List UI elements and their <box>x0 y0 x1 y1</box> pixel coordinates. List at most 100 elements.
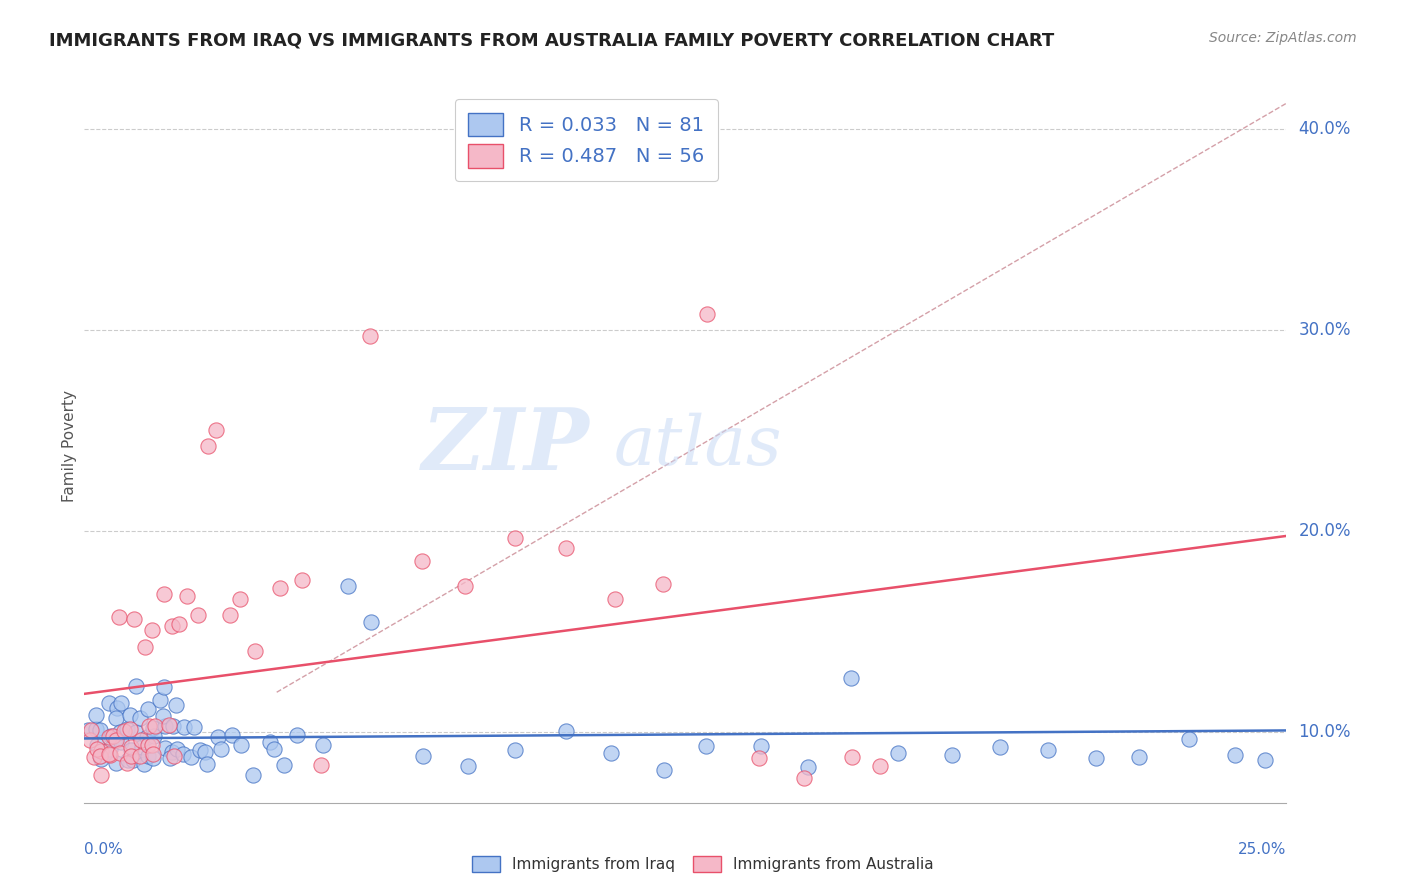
Point <box>104 756 127 770</box>
Point <box>118 722 141 736</box>
Point <box>176 589 198 603</box>
Point <box>149 693 172 707</box>
Point <box>124 612 146 626</box>
Point <box>84 723 107 737</box>
Point <box>988 739 1011 754</box>
Point <box>110 697 132 711</box>
Point <box>229 591 252 606</box>
Point <box>603 591 626 606</box>
Text: 0.0%: 0.0% <box>84 842 124 857</box>
Point <box>134 757 156 772</box>
Point <box>285 728 308 742</box>
Text: 20.0%: 20.0% <box>1299 523 1351 541</box>
Point <box>259 735 281 749</box>
Point <box>141 721 163 735</box>
Y-axis label: Family Poverty: Family Poverty <box>62 390 77 502</box>
Point <box>242 768 264 782</box>
Point <box>142 750 165 764</box>
Point <box>80 723 103 737</box>
Point <box>505 743 527 757</box>
Point <box>98 742 121 756</box>
Point <box>120 749 142 764</box>
Point <box>129 748 152 763</box>
Point <box>131 739 153 754</box>
Point <box>105 701 128 715</box>
Point <box>90 752 112 766</box>
Legend: R = 0.033   N = 81, R = 0.487   N = 56: R = 0.033 N = 81, R = 0.487 N = 56 <box>454 99 717 181</box>
Point <box>273 757 295 772</box>
Point <box>1085 751 1108 765</box>
Point <box>188 743 211 757</box>
Point <box>696 307 718 321</box>
Point <box>162 719 184 733</box>
Point <box>411 554 433 568</box>
Point <box>554 723 576 738</box>
Point <box>503 531 526 545</box>
Point <box>205 423 228 437</box>
Point <box>359 329 381 343</box>
Point <box>142 747 165 761</box>
Point <box>117 753 139 767</box>
Point <box>221 728 243 742</box>
Point <box>1036 743 1059 757</box>
Point <box>138 719 160 733</box>
Point <box>141 738 163 752</box>
Point <box>290 573 312 587</box>
Point <box>83 750 105 764</box>
Text: 30.0%: 30.0% <box>1299 321 1351 340</box>
Text: ZIP: ZIP <box>422 404 589 488</box>
Point <box>412 748 434 763</box>
Point <box>104 731 127 746</box>
Point <box>89 748 111 763</box>
Point <box>457 759 479 773</box>
Point <box>360 615 382 629</box>
Point <box>129 733 152 747</box>
Text: atlas: atlas <box>613 413 782 479</box>
Point <box>124 725 146 739</box>
Point <box>207 730 229 744</box>
Point <box>112 724 135 739</box>
Point <box>162 745 184 759</box>
Point <box>194 745 217 759</box>
Point <box>651 577 673 591</box>
Point <box>152 681 174 695</box>
Point <box>153 719 176 733</box>
Point <box>173 720 195 734</box>
Point <box>165 698 187 713</box>
Point <box>160 619 183 633</box>
Point <box>1225 747 1247 762</box>
Point <box>309 757 332 772</box>
Point <box>136 730 159 744</box>
Point <box>141 623 163 637</box>
Point <box>157 718 180 732</box>
Point <box>98 696 121 710</box>
Point <box>79 733 101 747</box>
Point <box>136 748 159 763</box>
Point <box>841 671 863 685</box>
Text: 25.0%: 25.0% <box>1239 842 1286 857</box>
Point <box>142 729 165 743</box>
Point <box>796 760 818 774</box>
Point <box>115 722 138 736</box>
Point <box>269 581 291 595</box>
Point <box>454 579 477 593</box>
Point <box>336 579 359 593</box>
Point <box>104 733 127 747</box>
Point <box>749 739 772 753</box>
Point <box>1128 749 1150 764</box>
Text: 10.0%: 10.0% <box>1299 723 1351 741</box>
Point <box>120 740 142 755</box>
Point <box>554 541 576 556</box>
Point <box>118 708 141 723</box>
Point <box>159 750 181 764</box>
Point <box>941 747 963 762</box>
Point <box>104 711 127 725</box>
Point <box>77 723 100 738</box>
Point <box>108 610 131 624</box>
Point <box>695 739 717 753</box>
Point <box>1254 754 1277 768</box>
Point <box>218 607 240 622</box>
Point <box>152 709 174 723</box>
Text: IMMIGRANTS FROM IRAQ VS IMMIGRANTS FROM AUSTRALIA FAMILY POVERTY CORRELATION CHA: IMMIGRANTS FROM IRAQ VS IMMIGRANTS FROM … <box>49 31 1054 49</box>
Point <box>143 718 166 732</box>
